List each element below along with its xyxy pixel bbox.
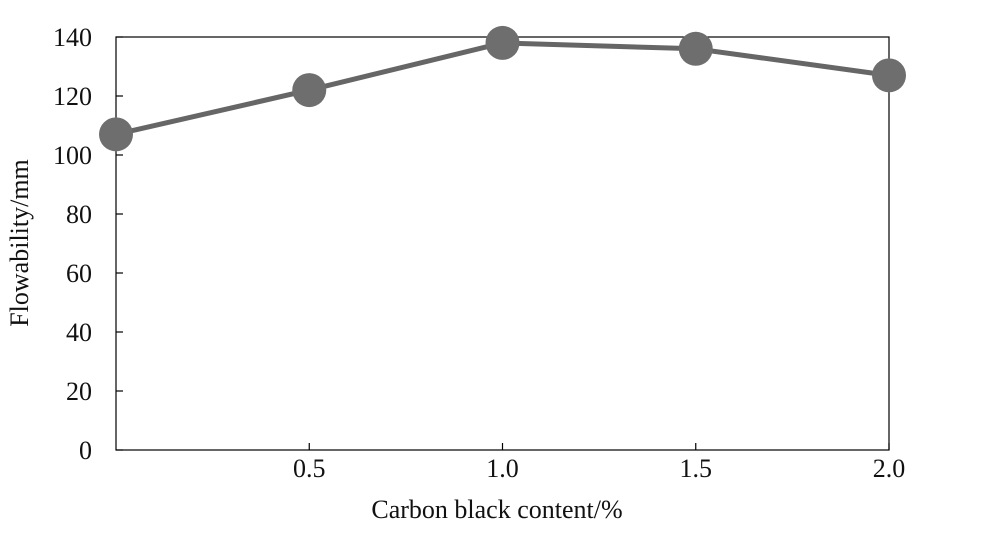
data-point: [872, 58, 906, 93]
plot-frame: [115, 36, 890, 451]
y-tick-label: 120: [53, 82, 92, 111]
y-tick-label: 140: [53, 23, 92, 52]
y-tick-label: 100: [53, 141, 92, 170]
data-point: [485, 25, 520, 60]
data-point: [678, 31, 713, 66]
data-point: [99, 117, 133, 152]
x-tick-label: 1.5: [680, 454, 713, 483]
y-tick-label: 80: [66, 200, 92, 229]
x-tick-label: 1.0: [486, 454, 519, 483]
y-tick-label: 60: [66, 259, 92, 288]
x-tick-label: 2.0: [873, 454, 906, 483]
y-axis: 0 20 40 60 80 100 120 140: [53, 23, 123, 465]
series-layer: [99, 25, 906, 152]
x-axis: 0.5 1.0 1.5 2.0: [293, 443, 905, 483]
y-axis-title: Flowability/mm: [5, 159, 34, 327]
y-tick-label: 40: [66, 318, 92, 347]
x-tick-label: 0.5: [293, 454, 326, 483]
y-tick-label: 20: [66, 377, 92, 406]
y-tick-label: 0: [79, 436, 92, 465]
data-point: [292, 73, 327, 108]
x-axis-title: Carbon black content/%: [371, 495, 622, 524]
